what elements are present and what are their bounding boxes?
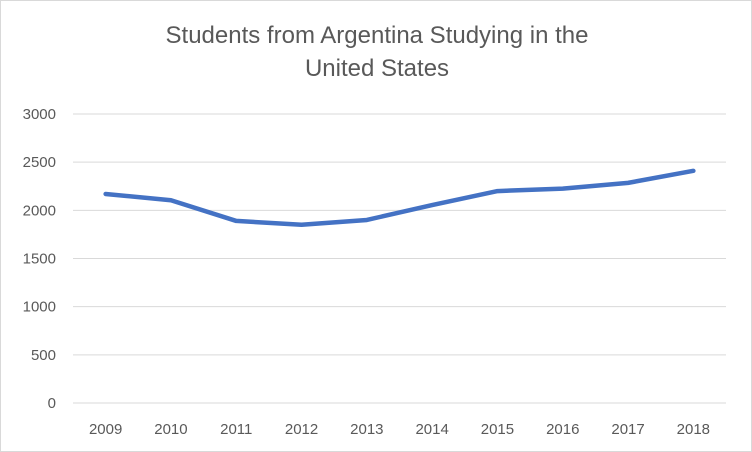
x-tick-label: 2013 [350,421,383,438]
gridlines [73,113,726,404]
x-tick-label: 2012 [285,421,318,438]
y-axis-ticks: 0 500 1000 1500 2000 2500 3000 [23,106,56,412]
series-layer [103,168,696,228]
y-tick-label: 2500 [23,154,56,171]
x-tick-label: 2011 [220,421,252,438]
chart-title: Students from Argentina Studying in the … [165,22,589,82]
x-axis-ticks: 2009 2010 2011 2012 2013 2014 2015 2016 2017 2018 [89,421,710,438]
x-tick-label: 2010 [154,421,187,438]
y-tick-label: 500 [31,347,56,364]
y-tick-label: 3000 [23,106,56,123]
series-line-0 [103,168,696,228]
x-tick-label: 2018 [677,421,710,438]
y-tick-label: 0 [48,395,56,412]
x-tick-label: 2017 [611,421,644,438]
y-tick-label: 1000 [23,299,56,316]
x-tick-label: 2015 [481,421,514,438]
y-tick-label: 1500 [23,251,56,268]
x-tick-label: 2016 [546,421,579,438]
x-tick-label: 2009 [89,421,122,438]
x-tick-label: 2014 [415,421,448,438]
y-tick-label: 2000 [23,202,56,219]
